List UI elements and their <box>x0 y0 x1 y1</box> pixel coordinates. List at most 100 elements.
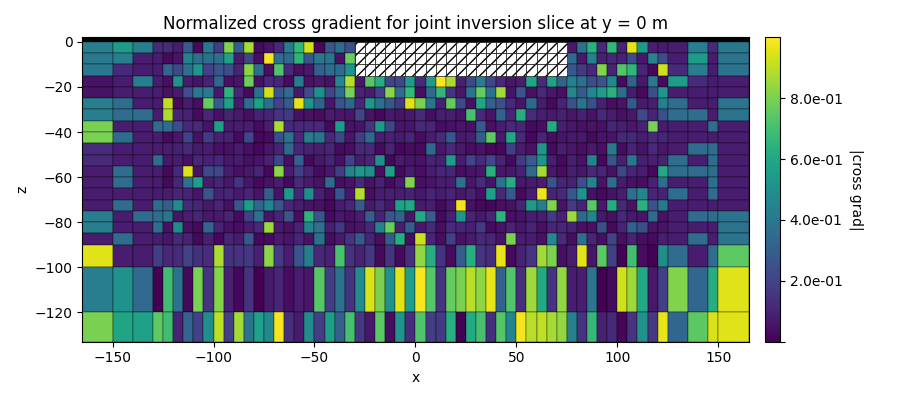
Bar <box>718 267 749 312</box>
Bar <box>223 76 234 87</box>
Bar <box>557 110 567 121</box>
Bar <box>304 245 314 267</box>
Bar <box>213 188 223 200</box>
Bar <box>536 110 546 121</box>
Bar <box>82 87 112 98</box>
Bar <box>375 154 385 166</box>
Bar <box>688 177 708 188</box>
Bar <box>364 76 375 87</box>
Bar <box>364 245 375 267</box>
Bar <box>325 267 335 312</box>
Bar <box>587 166 597 177</box>
Bar <box>405 98 416 110</box>
Bar <box>708 267 718 312</box>
Bar <box>264 222 274 234</box>
Bar <box>133 177 153 188</box>
Bar <box>395 121 405 132</box>
Bar <box>688 267 708 312</box>
Bar <box>536 98 546 110</box>
Bar <box>82 188 112 200</box>
Bar <box>658 154 668 166</box>
Bar <box>254 42 264 53</box>
Bar <box>112 188 133 200</box>
Bar <box>133 98 153 110</box>
Bar <box>597 64 608 76</box>
Bar <box>112 53 133 64</box>
Bar <box>436 143 446 154</box>
Bar <box>294 222 304 234</box>
Bar <box>314 177 325 188</box>
Bar <box>526 143 536 154</box>
Bar <box>153 76 163 87</box>
Bar <box>294 42 304 53</box>
Bar <box>274 245 284 267</box>
Bar <box>264 53 274 64</box>
Bar <box>648 211 658 222</box>
Bar <box>133 87 153 98</box>
Bar <box>668 267 688 312</box>
Bar <box>375 132 385 143</box>
Bar <box>708 166 718 177</box>
Bar <box>264 211 274 222</box>
Bar <box>304 121 314 132</box>
Bar <box>577 76 587 87</box>
Bar <box>426 234 436 245</box>
Bar <box>496 64 507 76</box>
Bar <box>627 110 637 121</box>
Bar <box>163 42 173 53</box>
Bar <box>496 132 507 143</box>
Bar <box>314 245 325 267</box>
Bar <box>436 154 446 166</box>
Bar <box>627 188 637 200</box>
Bar <box>203 87 213 98</box>
Bar <box>325 87 335 98</box>
Bar <box>536 200 546 211</box>
Bar <box>597 188 608 200</box>
Bar <box>507 267 517 312</box>
Bar <box>455 121 466 132</box>
Bar <box>345 132 355 143</box>
Bar <box>294 267 304 312</box>
Bar <box>173 154 184 166</box>
Bar <box>254 267 264 312</box>
Bar <box>627 121 637 132</box>
Bar <box>153 143 163 154</box>
Bar <box>668 166 688 177</box>
Bar <box>446 98 455 110</box>
Bar <box>426 143 436 154</box>
Bar <box>314 312 325 342</box>
Bar <box>385 234 395 245</box>
Bar <box>173 234 184 245</box>
Bar <box>637 200 648 211</box>
Bar <box>153 42 163 53</box>
Bar <box>577 222 587 234</box>
Bar <box>355 312 365 342</box>
Bar <box>405 87 416 98</box>
Bar <box>163 132 173 143</box>
Bar <box>274 143 284 154</box>
Bar <box>345 200 355 211</box>
Bar <box>426 121 436 132</box>
Bar <box>436 53 446 64</box>
Bar <box>223 200 234 211</box>
Bar <box>385 121 395 132</box>
Bar <box>688 211 708 222</box>
Bar <box>375 245 385 267</box>
Bar <box>637 166 648 177</box>
Bar <box>264 166 274 177</box>
Bar <box>314 132 325 143</box>
Bar <box>264 87 274 98</box>
Bar <box>648 188 658 200</box>
Bar <box>133 200 153 211</box>
Bar <box>395 245 405 267</box>
Bar <box>486 267 496 312</box>
Bar <box>446 222 455 234</box>
Bar <box>476 42 486 53</box>
Bar <box>325 110 335 121</box>
Bar <box>637 245 648 267</box>
Bar <box>617 110 627 121</box>
Bar <box>608 211 617 222</box>
Title: Normalized cross gradient for joint inversion slice at y = 0 m: Normalized cross gradient for joint inve… <box>163 15 668 33</box>
Bar <box>455 64 466 76</box>
Bar <box>476 154 486 166</box>
